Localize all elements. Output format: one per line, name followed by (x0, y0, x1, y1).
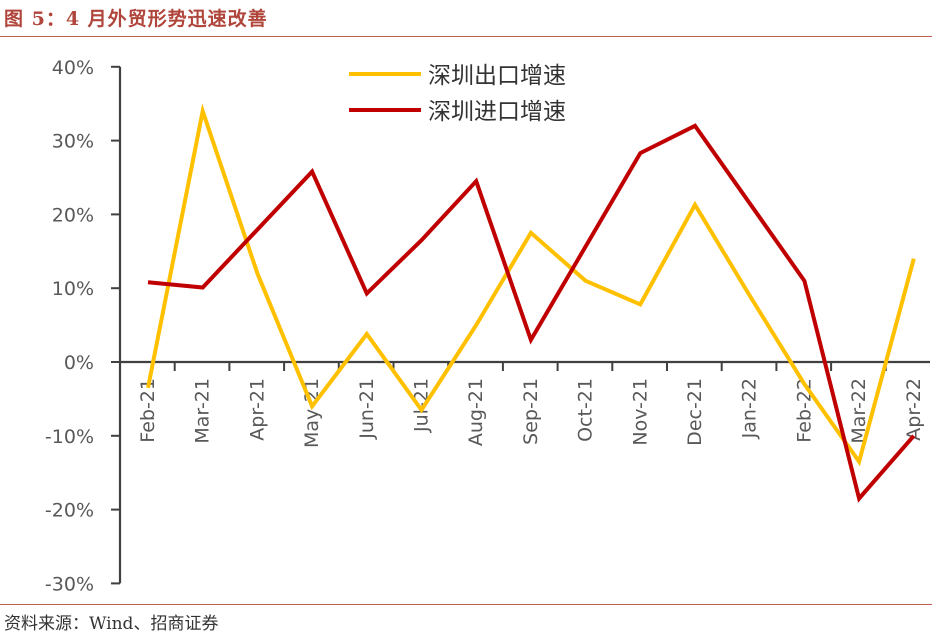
series-line-1 (146, 103, 916, 467)
series-line-2 (147, 123, 916, 503)
x-tick-label: Jan-22 (739, 378, 761, 439)
x-tick-label: Aug-21 (465, 378, 487, 446)
x-tick-label: Apr-21 (246, 378, 268, 441)
figure-title: 图 5：4 月外贸形势迅速改善 (4, 8, 268, 30)
x-tick-label: Oct-21 (575, 378, 597, 442)
x-tick-label: Dec-21 (684, 378, 706, 446)
x-tick-label: Jul-21 (411, 378, 433, 433)
x-tick-label: Jun-21 (356, 378, 378, 440)
y-tick-label: 10% (52, 278, 94, 300)
y-axis-ticks: 40% 30% 20% 10% 0% -10% -20% -30% (45, 57, 120, 595)
x-tick-label: Nov-21 (629, 378, 651, 446)
x-tick-label: Apr-22 (903, 378, 925, 441)
x-tick-label: Sep-21 (520, 378, 542, 445)
legend-label-2: 深圳进口增速 (428, 99, 566, 125)
line-chart: 40% 30% 20% 10% 0% -10% -20% -30% Feb-21 Mar-21 A… (45, 57, 930, 595)
y-tick-label: 40% (52, 57, 94, 79)
x-tick-label: Feb-22 (793, 378, 815, 443)
y-tick-label: 0% (64, 352, 94, 374)
x-axis-ticks: Feb-21 Mar-21 Apr-21 May-21 Jun-21 Jul-21 Aug-… (119, 362, 925, 448)
x-tick-label: Mar-21 (192, 378, 214, 444)
y-tick-label: 20% (52, 204, 94, 226)
title-divider (0, 36, 932, 37)
y-tick-label: -30% (45, 573, 94, 595)
x-tick-label: Feb-21 (137, 378, 159, 443)
series-lines (146, 103, 916, 503)
y-tick-label: -10% (45, 426, 94, 448)
source-divider (0, 604, 932, 605)
legend-label-1: 深圳出口增速 (428, 63, 566, 89)
x-tick-label: Mar-22 (848, 378, 870, 444)
axes (118, 66, 930, 584)
source-note: 资料来源：Wind、招商证券 (4, 614, 219, 634)
y-tick-label: 30% (52, 131, 94, 153)
y-tick-label: -20% (45, 500, 94, 522)
